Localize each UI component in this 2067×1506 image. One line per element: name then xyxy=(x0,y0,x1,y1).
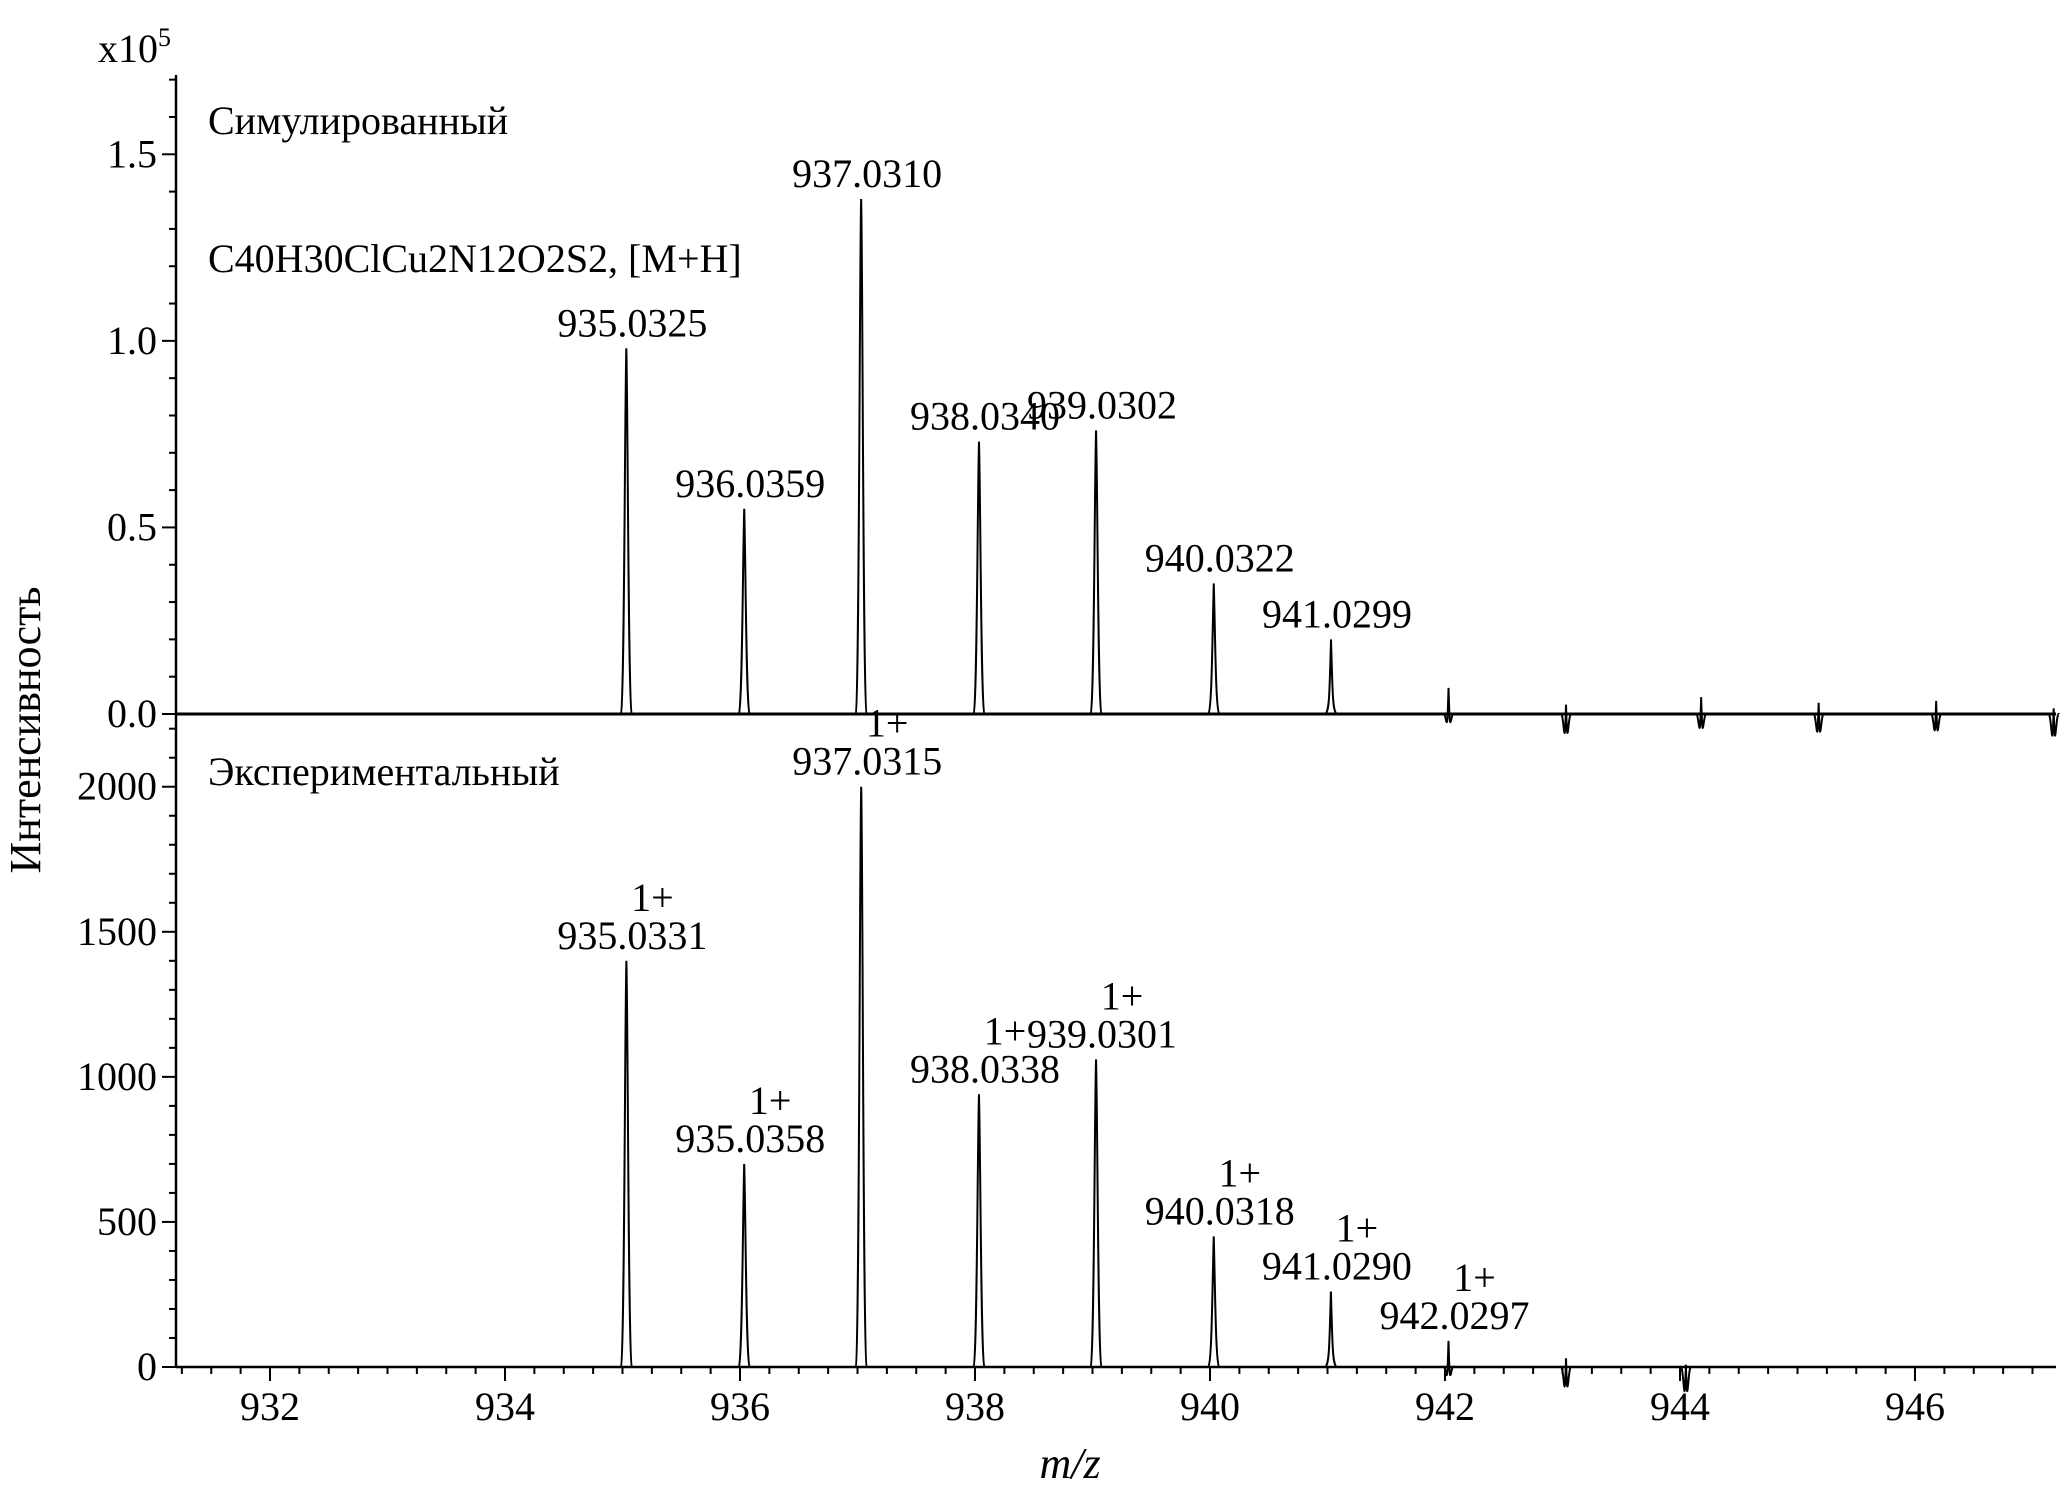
spectrum-peak xyxy=(619,960,633,1368)
peak-mz-label: 938.0340 xyxy=(910,394,1060,439)
peak-charge-label: 1+ xyxy=(749,1078,792,1123)
bottom-panel-label: Экспериментальный xyxy=(208,749,560,794)
peak-mz-label: 939.0302 xyxy=(1027,382,1177,427)
x-tick-label: 946 xyxy=(1885,1384,1945,1429)
x-tick-label: 932 xyxy=(240,1384,300,1429)
spectrum-peak xyxy=(1812,702,1826,733)
spectrum-peak xyxy=(1207,583,1221,715)
spectrum-peak xyxy=(1442,1340,1455,1377)
spectrum-peak xyxy=(1929,700,1943,732)
peak-mz-label: 942.0297 xyxy=(1379,1293,1529,1338)
peak-mz-label: 938.0338 xyxy=(910,1046,1060,1091)
peak-mz-label: 941.0299 xyxy=(1262,591,1412,636)
y-tick-label: 1.5 xyxy=(107,131,157,176)
peak-mz-label: 935.0331 xyxy=(557,913,707,958)
peak-mz-label: 936.0359 xyxy=(675,461,825,506)
spectrum-peak xyxy=(737,1163,751,1368)
peak-charge-label: 1+ xyxy=(1336,1206,1379,1251)
y-axis-title: Интенсивность xyxy=(1,587,50,874)
peak-charge-label: 1+ xyxy=(866,701,909,746)
spectrum-peak xyxy=(619,348,633,715)
spectrum-peak xyxy=(1324,639,1338,715)
spectrum-peak xyxy=(854,786,868,1368)
spectrum-peak xyxy=(972,441,986,715)
peak-charge-label: 1+ xyxy=(1101,973,1144,1018)
formula-label: C40H30ClCu2N12O2S2, [M+H] xyxy=(208,236,742,281)
peak-charge-label: 1+ xyxy=(1218,1150,1261,1195)
x-tick-label: 934 xyxy=(475,1384,535,1429)
y-tick-label: 1.0 xyxy=(107,318,157,363)
x-tick-label: 944 xyxy=(1650,1384,1710,1429)
peak-mz-label: 939.0301 xyxy=(1027,1011,1177,1056)
x-tick-label: 938 xyxy=(945,1384,1005,1429)
y-tick-label: 1500 xyxy=(77,909,157,954)
top-panel-label: Симулированный xyxy=(208,98,508,143)
y-tick-label: 0 xyxy=(137,1344,157,1389)
peak-mz-label: 940.0318 xyxy=(1145,1188,1295,1233)
peak-charge-label: 1+ xyxy=(1453,1255,1496,1300)
peak-mz-label: 940.0322 xyxy=(1145,535,1295,580)
spectrum-peak xyxy=(1694,697,1708,729)
peak-mz-label: 935.0325 xyxy=(557,300,707,345)
x-axis-title: m/z xyxy=(1039,1439,1100,1488)
y-tick-label: 0.5 xyxy=(107,504,157,549)
peak-mz-label: 937.0315 xyxy=(792,739,942,784)
y-tick-label: 1000 xyxy=(77,1054,157,1099)
spectrum-peak xyxy=(1442,687,1456,724)
y-tick-label: 0.0 xyxy=(107,691,157,736)
spectrum-peak xyxy=(1089,430,1103,715)
y-multiplier-label: x105 xyxy=(98,23,171,71)
peak-charge-label: 1+ xyxy=(631,875,674,920)
x-tick-label: 936 xyxy=(710,1384,770,1429)
spectrum-peak xyxy=(737,508,751,715)
spectrum-peak xyxy=(1207,1236,1221,1368)
x-tick-label: 940 xyxy=(1180,1384,1240,1429)
spectrum-peak xyxy=(1559,704,1573,734)
y-tick-label: 2000 xyxy=(77,764,157,809)
spectrum-peak xyxy=(1324,1291,1338,1368)
x-tick-label: 942 xyxy=(1415,1384,1475,1429)
peak-mz-label: 941.0290 xyxy=(1262,1244,1412,1289)
peak-charge-label: 1+ xyxy=(984,1008,1027,1053)
peak-mz-label: 937.0310 xyxy=(792,151,942,196)
spectrum-peak xyxy=(2047,708,2061,737)
y-tick-label: 500 xyxy=(97,1199,157,1244)
spectrum-peak xyxy=(854,199,868,715)
peak-mz-label: 935.0358 xyxy=(675,1116,825,1161)
spectrum-peak xyxy=(1089,1059,1103,1368)
spectrum-peak xyxy=(1559,1358,1573,1388)
chart-marks: 932 934 936 938 940 942 944 946 0.0 0.5 1.0 1.5 935.… xyxy=(77,78,2061,1429)
spectrum-peak xyxy=(972,1094,986,1368)
spectrum-peak xyxy=(1679,1364,1693,1393)
